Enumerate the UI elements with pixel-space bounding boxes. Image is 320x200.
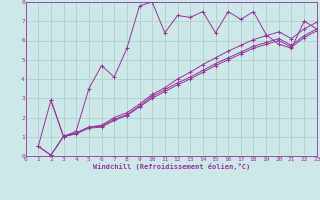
X-axis label: Windchill (Refroidissement éolien,°C): Windchill (Refroidissement éolien,°C) [92,163,250,170]
